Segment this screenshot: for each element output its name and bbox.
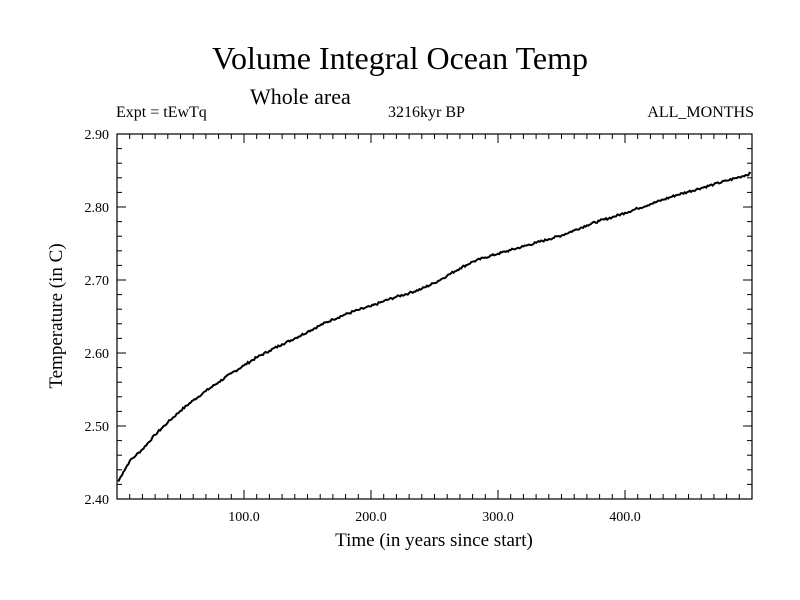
chart-title: Volume Integral Ocean Temp xyxy=(211,40,588,76)
y-tick-label: 2.60 xyxy=(85,347,110,362)
x-tick-label: 200.0 xyxy=(355,510,387,525)
axis-tick-labels: 100.0 200.0 300.0 400.0 2.40 2.50 2.60 2.70 2.80… xyxy=(85,128,641,525)
months-label: ALL_MONTHS xyxy=(647,104,754,121)
y-tick-label: 2.80 xyxy=(85,201,110,216)
x-tick-label: 400.0 xyxy=(609,510,641,525)
plot-frame xyxy=(116,133,753,500)
x-axis-title: Time (in years since start) xyxy=(335,530,533,551)
y-tick-label: 2.40 xyxy=(85,493,110,508)
y-tick-label: 2.50 xyxy=(85,420,110,435)
x-tick-label: 300.0 xyxy=(482,510,514,525)
x-tick-label: 100.0 xyxy=(228,510,260,525)
period-label: 3216kyr BP xyxy=(388,104,465,121)
axis-ticks xyxy=(117,134,752,499)
y-axis-title: Temperature (in C) xyxy=(46,243,67,388)
y-tick-label: 2.70 xyxy=(85,274,110,289)
series-line xyxy=(117,171,752,482)
chart-subtitle: Whole area xyxy=(250,84,351,109)
y-tick-label: 2.90 xyxy=(85,128,110,143)
experiment-label: Expt = tEwTq xyxy=(116,104,207,121)
